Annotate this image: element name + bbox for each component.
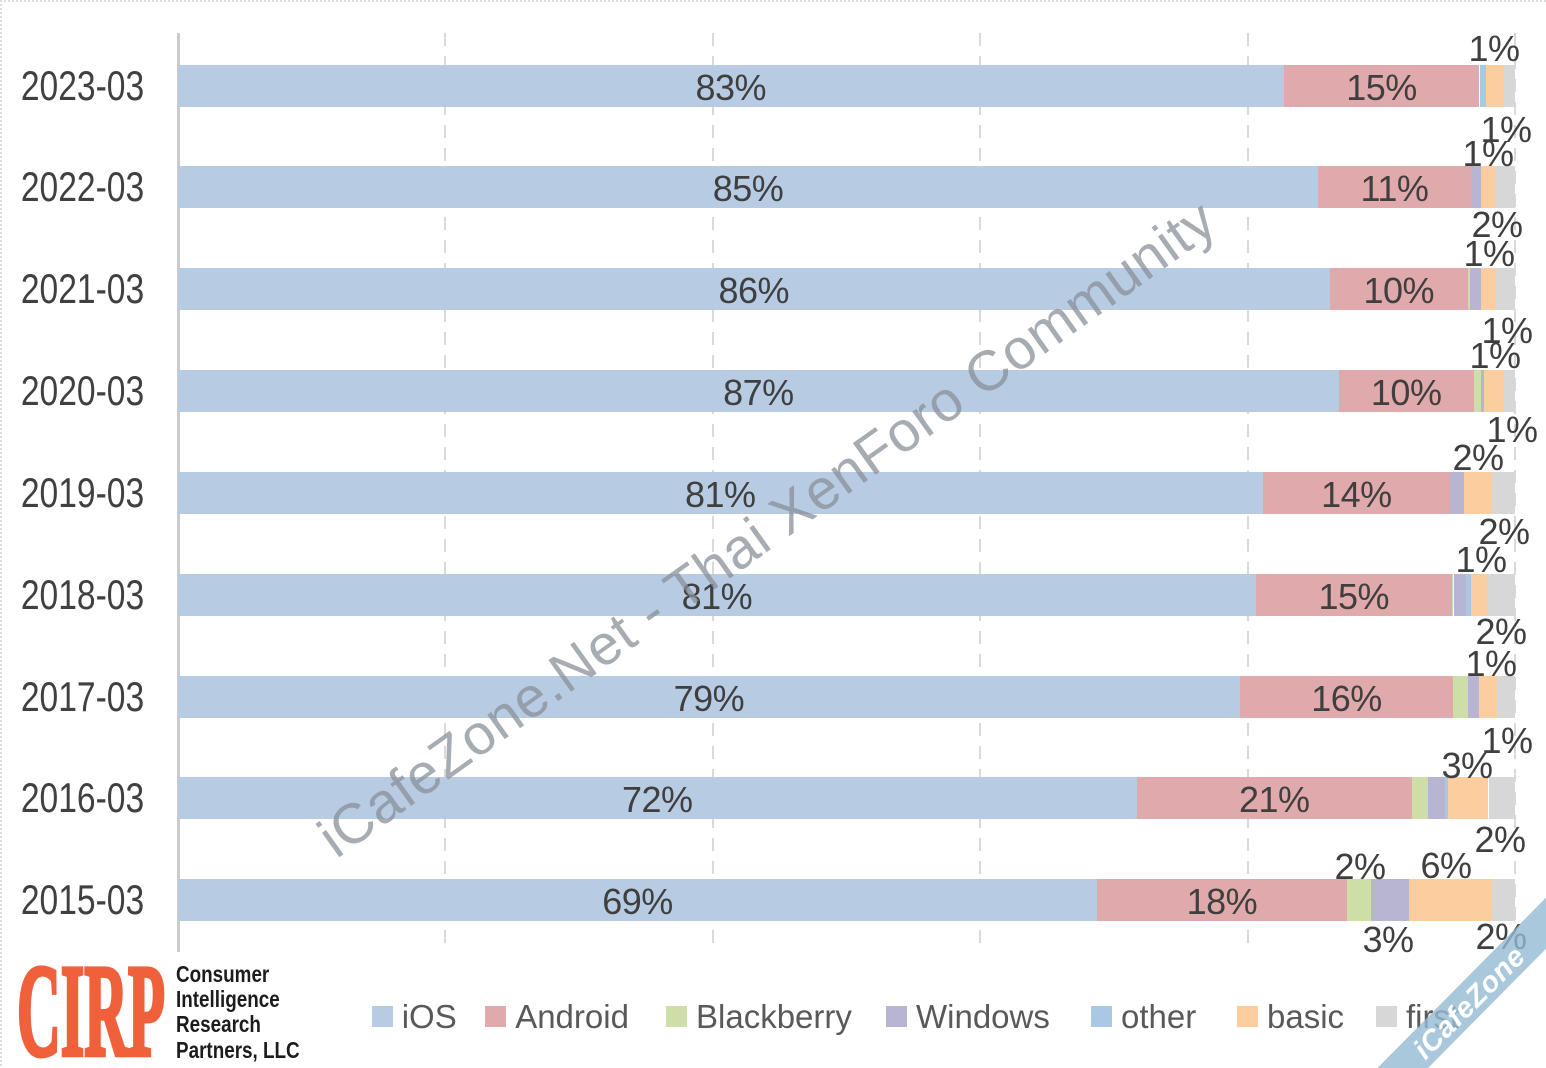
svg-text:CIRP: CIRP	[17, 948, 165, 1068]
